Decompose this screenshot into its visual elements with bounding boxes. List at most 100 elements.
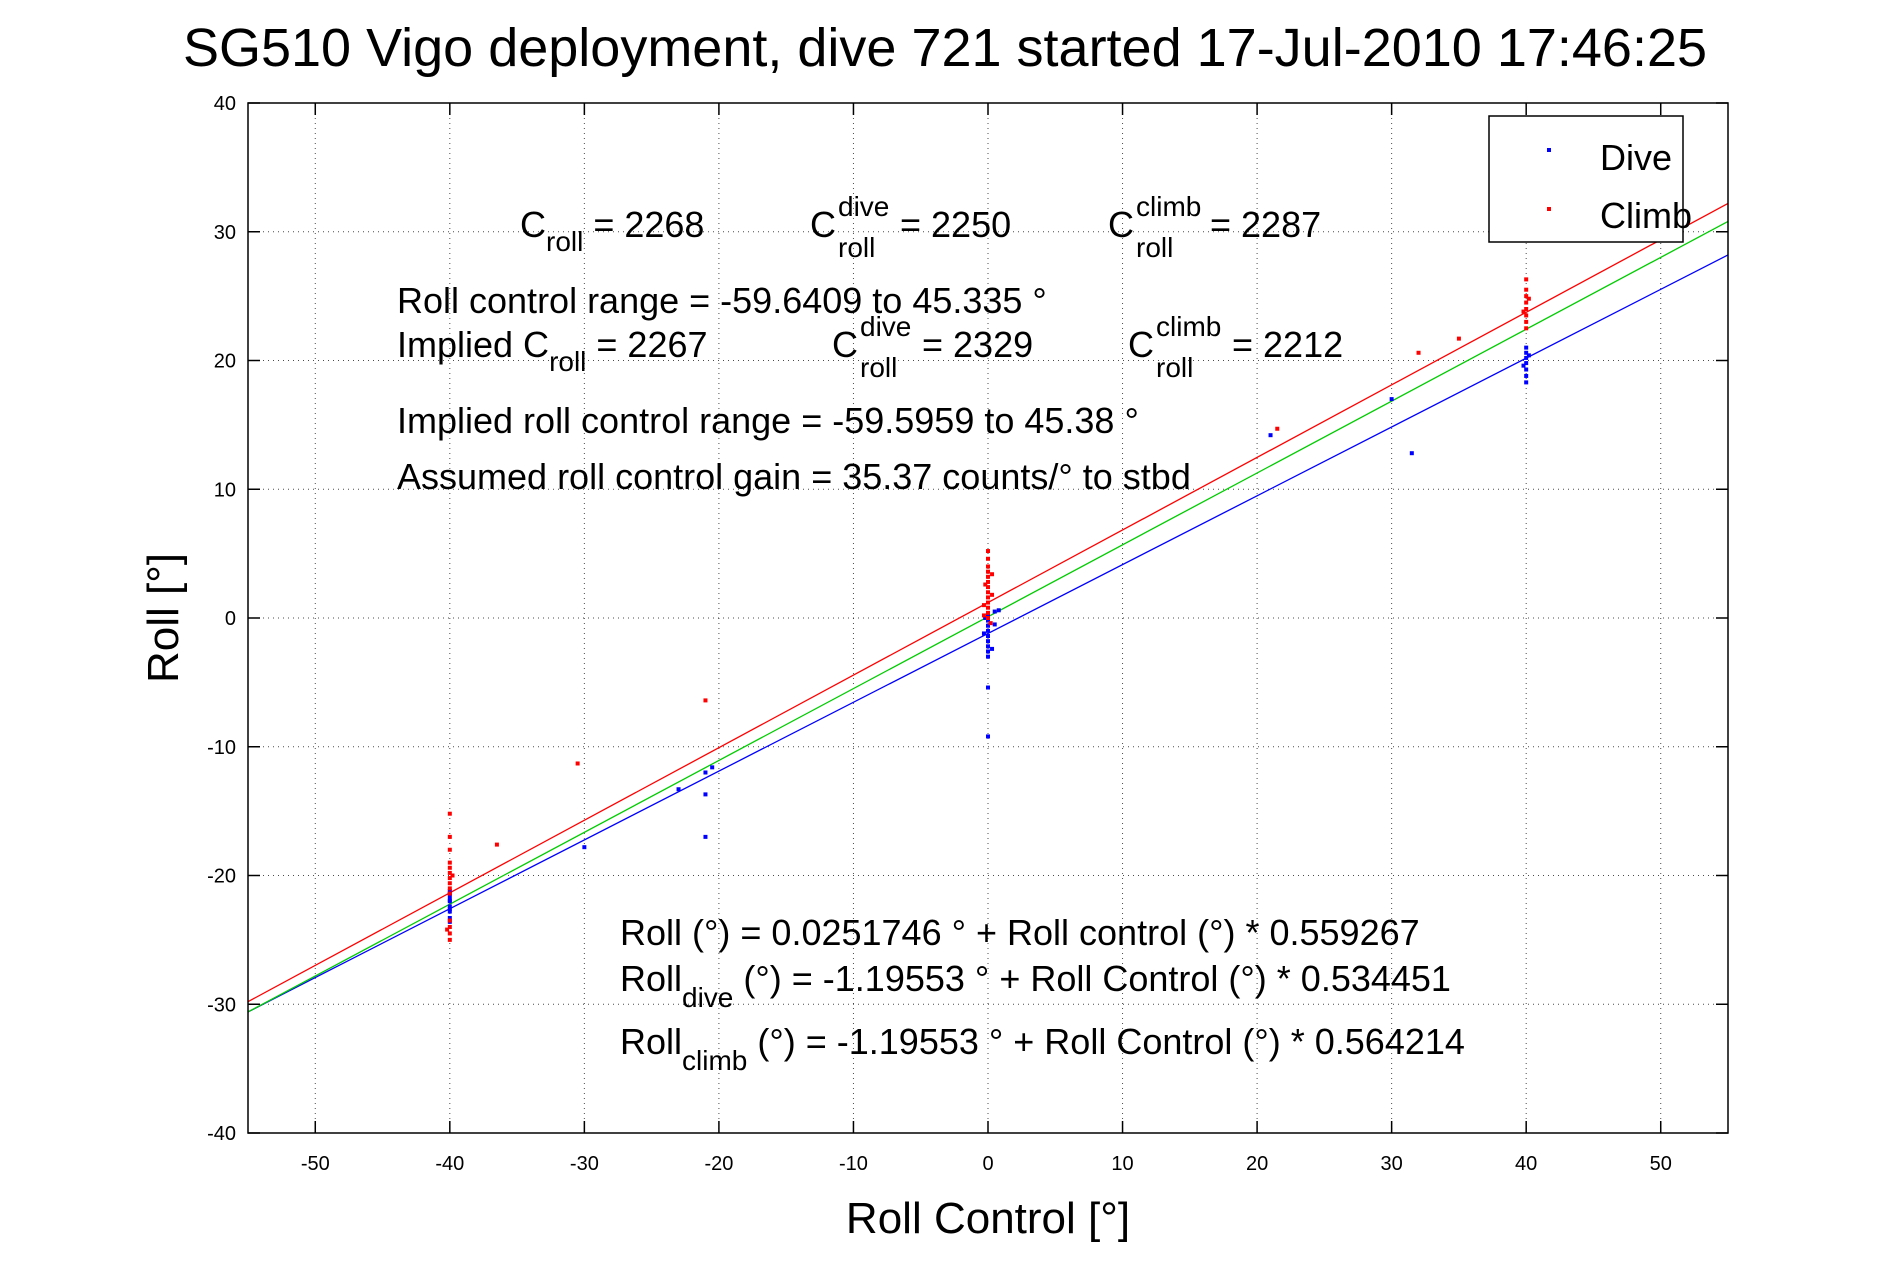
point-climb — [986, 569, 990, 574]
point-climb — [986, 595, 990, 600]
annotation-eq-all: Roll (°) = 0.0251746 ° + Roll control (°… — [620, 912, 1420, 953]
point-climb — [447, 937, 452, 942]
annotation-implied-c-climb: C — [1128, 324, 1154, 365]
annotation-eq-dive-main: Roll — [620, 958, 682, 999]
point-climb — [986, 600, 990, 605]
point-dive — [992, 622, 997, 627]
point-climb — [986, 605, 990, 610]
point-dive — [986, 618, 990, 623]
point-dive — [990, 646, 995, 651]
annotation-eq-dive: Rolldive (°) = -1.19553 ° + Roll Control… — [620, 958, 1451, 1013]
annotation-range: Roll control range = -59.6409 to 45.335 … — [397, 280, 1047, 321]
point-dive — [1524, 380, 1529, 385]
point-climb — [447, 865, 452, 870]
annotation-c-climb-sup: climb — [1136, 191, 1201, 222]
y-tick-label: 40 — [214, 93, 236, 115]
annotation-implied-c-climb-main: C — [1128, 324, 1154, 365]
point-dive — [447, 888, 452, 893]
annotation-c-dive: C — [810, 204, 836, 245]
point-climb — [986, 579, 990, 584]
point-climb — [988, 621, 993, 626]
annotation-implied-c-climb-value: = 2212 — [1232, 324, 1343, 365]
point-climb — [986, 616, 990, 620]
point-climb — [981, 603, 986, 608]
point-dive — [447, 909, 452, 914]
point-climb — [447, 886, 452, 891]
annotation-implied-range: Implied roll control range = -59.5959 to… — [397, 400, 1139, 441]
legend-label-dive: Dive — [1600, 137, 1672, 178]
point-climb — [447, 891, 452, 896]
point-climb — [447, 925, 452, 929]
point-climb — [447, 876, 452, 881]
point-climb — [447, 931, 452, 936]
legend-marker-dive — [1547, 148, 1551, 152]
point-climb — [990, 572, 995, 577]
legend-label-climb: Climb — [1600, 195, 1692, 236]
fit-line-0 — [247, 254, 1729, 1013]
point-dive — [1521, 363, 1526, 368]
y-tick-label: 0 — [225, 608, 236, 630]
point-dive — [986, 628, 990, 633]
x-tick-label: 20 — [1246, 1153, 1268, 1175]
x-tick-label: 0 — [982, 1153, 993, 1175]
y-tick-label: 30 — [214, 222, 236, 244]
point-dive — [447, 897, 452, 902]
data-points — [445, 277, 1531, 942]
annotation-eq-dive-tail: (°) = -1.19553 ° + Roll Control (°) * 0.… — [733, 958, 1451, 999]
point-dive — [676, 787, 681, 792]
point-climb — [447, 847, 452, 852]
x-axis-label: Roll Control [°] — [846, 1194, 1130, 1243]
y-tick-label: -40 — [207, 1123, 236, 1145]
point-climb — [1416, 350, 1421, 355]
point-climb — [1526, 296, 1531, 301]
point-climb — [1456, 336, 1461, 341]
annotation-c-roll-tail: = 2268 — [583, 204, 704, 245]
annotation-implied-c-roll: Implied Croll = 2267 — [397, 324, 708, 377]
annotation-implied-c-roll-tail: = 2267 — [586, 324, 707, 365]
x-axis-ticks: -50 -40 -30 -20 -10 0 10 20 30 40 50 — [301, 103, 1672, 1175]
y-tick-label: -20 — [207, 866, 236, 888]
point-dive — [1389, 397, 1394, 402]
point-climb — [575, 761, 580, 766]
point-climb — [986, 610, 990, 615]
annotation-c-climb-value: = 2287 — [1210, 204, 1321, 245]
y-tick-label: -10 — [207, 737, 236, 759]
point-climb — [990, 592, 995, 597]
x-tick-label: 40 — [1515, 1153, 1537, 1175]
annotation-c-dive-main: C — [810, 204, 836, 245]
point-dive — [703, 770, 708, 775]
point-climb — [986, 574, 990, 579]
annotation-c-dive-value: = 2250 — [900, 204, 1011, 245]
point-dive — [1524, 350, 1529, 355]
point-dive — [703, 792, 708, 797]
y-tick-label: -30 — [207, 994, 236, 1016]
x-tick-label: 10 — [1111, 1153, 1133, 1175]
point-dive — [1409, 451, 1414, 456]
point-dive — [986, 623, 990, 628]
annotation-c-roll: Croll = 2268 — [520, 204, 704, 257]
point-dive — [447, 894, 452, 899]
point-dive — [986, 644, 990, 649]
annotation-c-climb-sub: roll — [1136, 232, 1173, 263]
x-tick-label: -50 — [301, 1153, 330, 1175]
y-tick-label: 10 — [214, 479, 236, 501]
annotation-gain: Assumed roll control gain = 35.37 counts… — [397, 456, 1191, 497]
x-tick-label: -10 — [839, 1153, 868, 1175]
point-climb — [986, 556, 990, 561]
point-dive — [1524, 367, 1529, 372]
point-climb — [1275, 426, 1280, 431]
point-dive — [983, 616, 988, 620]
annotation-eq-climb-tail: (°) = -1.19553 ° + Roll Control (°) * 0.… — [747, 1021, 1465, 1062]
point-climb — [981, 613, 986, 618]
point-dive — [1524, 345, 1529, 350]
point-climb — [1524, 277, 1529, 282]
point-climb — [494, 842, 499, 847]
point-dive — [703, 834, 708, 839]
y-axis-label: Roll [°] — [139, 553, 188, 683]
point-climb — [445, 927, 450, 932]
annotations: Croll = 2268 C dive roll = 2250 C climb … — [397, 191, 1465, 1076]
point-climb — [1521, 309, 1526, 314]
annotation-implied-c-climb-sup: climb — [1156, 311, 1221, 342]
annotation-implied-c-dive-main: C — [832, 324, 858, 365]
chart-title: SG510 Vigo deployment, dive 721 started … — [183, 18, 1707, 78]
